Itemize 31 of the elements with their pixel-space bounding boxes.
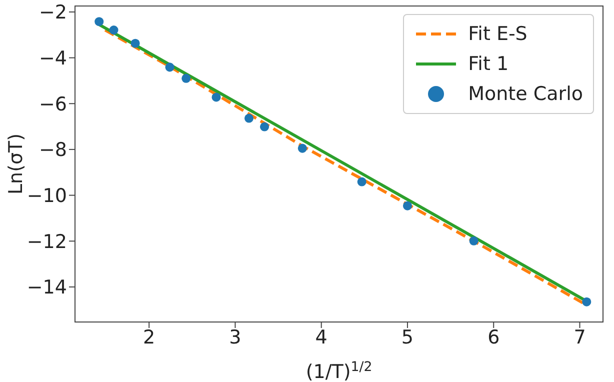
- point: [469, 236, 478, 246]
- x-axis-title: (1/T)$^{1/2}$: [306, 360, 372, 382]
- y-tick-label: −12: [26, 230, 67, 253]
- y-tick-label: −10: [26, 185, 67, 208]
- x-tick-label: 6: [488, 326, 500, 348]
- y-tick-label: −2: [38, 2, 67, 24]
- point: [244, 114, 254, 123]
- point: [212, 92, 221, 102]
- point: [182, 74, 191, 83]
- y-axis-title: Ln(σT): [5, 133, 27, 195]
- point: [582, 297, 592, 306]
- point: [260, 122, 270, 132]
- point: [109, 26, 118, 35]
- x-tick-label: 4: [315, 326, 328, 348]
- point: [165, 62, 174, 72]
- legend-label: Monte Carlo: [468, 83, 583, 105]
- point: [130, 38, 140, 48]
- y-tick-label: −6: [38, 93, 67, 116]
- y-tick-label: −14: [26, 276, 67, 299]
- y-tick-label: −4: [38, 48, 67, 70]
- x-tick-label: 5: [401, 326, 414, 348]
- point: [94, 17, 104, 26]
- x-tick-label: 2: [143, 326, 156, 348]
- x-tick-label: 7: [574, 326, 586, 348]
- point: [357, 177, 366, 186]
- legend-label: Fit E-S: [468, 23, 528, 45]
- point: [298, 144, 307, 153]
- point: [402, 201, 412, 210]
- y-tick-label: −8: [38, 139, 67, 162]
- x-tick-label: 3: [229, 326, 242, 348]
- legend-label: Fit 1: [468, 53, 509, 75]
